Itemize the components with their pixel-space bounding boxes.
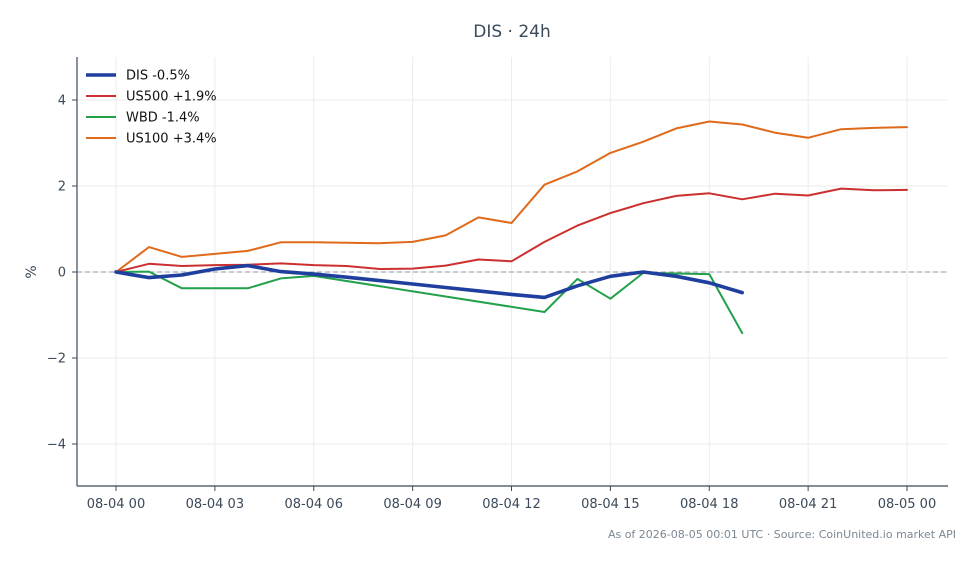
y-tick-label: −2: [47, 352, 66, 367]
tick-labels: 08-04 00 08-04 03 08-04 06 08-04 09 08-04 12…: [47, 94, 936, 513]
y-tick-label: −4: [47, 438, 66, 453]
y-axis-label: %: [24, 265, 40, 278]
footer-source: As of 2026-08-05 00:01 UTC · Source: Coi…: [608, 528, 956, 541]
x-tick-label: 08-04 03: [186, 497, 244, 512]
x-tick-label: 08-04 06: [285, 497, 343, 512]
x-tick-label: 08-04 00: [87, 497, 145, 512]
series-line-wbd: [115, 270, 744, 335]
series-line-dis: [114, 263, 745, 300]
x-tick-label: 08-04 12: [482, 497, 540, 512]
x-tick-label: 08-04 09: [383, 497, 441, 512]
y-tick-label: 2: [58, 180, 66, 195]
legend-label-dis: DIS -0.5%: [126, 69, 190, 84]
x-tick-label: 08-04 21: [779, 497, 837, 512]
series-lines: [114, 120, 908, 335]
y-tick-label: 0: [58, 266, 66, 281]
legend-label-us500: US500 +1.9%: [126, 90, 217, 105]
legend-label-wbd: WBD -1.4%: [126, 111, 200, 126]
x-tick-label: 08-04 18: [680, 497, 738, 512]
legend-label-us100: US100 +3.4%: [126, 132, 217, 147]
legend: DIS -0.5% US500 +1.9% WBD -1.4% US100 +3.4%: [86, 69, 217, 147]
x-tick-label: 08-04 15: [581, 497, 639, 512]
x-tick-label: 08-05 00: [878, 497, 936, 512]
chart-title: DIS · 24h: [473, 22, 551, 42]
series-line-us100: [115, 120, 908, 273]
y-tick-label: 4: [58, 94, 66, 109]
axes: [72, 57, 948, 491]
